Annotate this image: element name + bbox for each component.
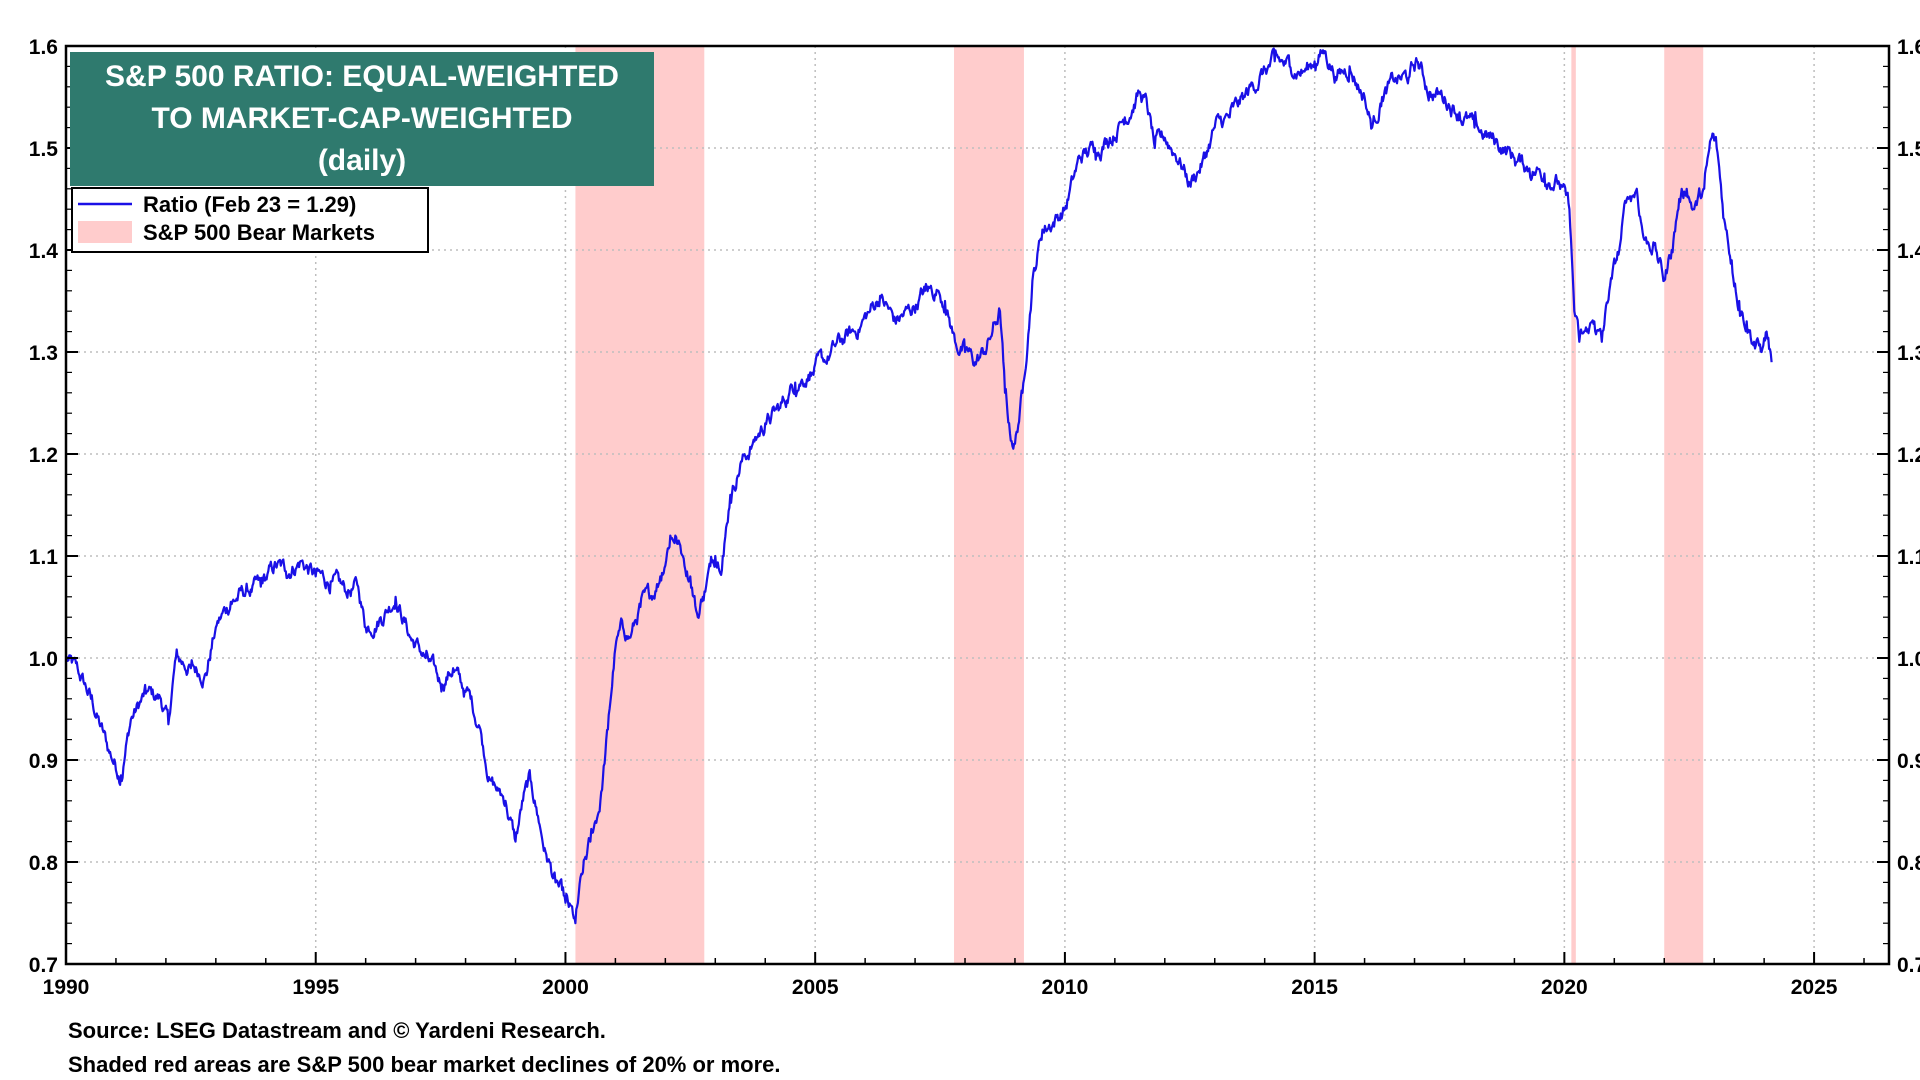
title-background: [70, 52, 654, 186]
y-tick-label-right: 1.4: [1897, 240, 1920, 263]
bear-market-band-4: [1664, 46, 1704, 964]
y-tick-label-left: 1.0: [29, 648, 58, 671]
x-tick-label: 2020: [1541, 976, 1588, 999]
series-group: [65, 47, 1773, 925]
axis-ticks: 1990 1995 2000 2005 2010 2015 2020 2025 0.7 0.7 0.…: [29, 36, 1920, 999]
y-tick-label-left: 1.3: [29, 342, 58, 365]
legend-bear-swatch: [78, 221, 132, 243]
y-tick-label-right: 1.1: [1897, 546, 1920, 569]
y-tick-label-right: 0.8: [1897, 852, 1920, 875]
x-tick-label: 1990: [43, 976, 90, 999]
y-tick-label-left: 1.4: [29, 240, 59, 263]
y-tick-label-left: 1.5: [29, 138, 59, 161]
y-tick-label-right: 0.7: [1897, 954, 1920, 977]
shading-note: Shaded red areas are S&P 500 bear market…: [68, 1052, 781, 1077]
plot-frame: [64, 44, 1891, 966]
chart-title-line-1: S&P 500 RATIO: EQUAL-WEIGHTED: [105, 60, 619, 93]
y-tick-label-right: 1.5: [1897, 138, 1920, 161]
legend: Ratio (Feb 23 = 1.29) S&P 500 Bear Marke…: [71, 187, 429, 253]
x-tick-label: 2005: [792, 976, 839, 999]
bear-market-shading: [575, 46, 1704, 964]
series-line-ratio: [65, 47, 1773, 925]
y-tick-label-left: 1.2: [29, 444, 58, 467]
legend-bear-label: S&P 500 Bear Markets: [143, 220, 375, 245]
y-tick-label-left: 0.9: [29, 750, 58, 773]
y-tick-label-left: 1.6: [29, 36, 58, 59]
bear-market-band-2: [954, 46, 1024, 964]
x-tick-label: 1995: [292, 976, 339, 999]
y-tick-label-right: 1.2: [1897, 444, 1920, 467]
bear-market-band-1: [575, 46, 705, 964]
chart-title-box: S&P 500 RATIO: EQUAL-WEIGHTED TO MARKET-…: [70, 52, 654, 186]
bear-market-band-3: [1571, 46, 1576, 964]
y-tick-label-right: 1.6: [1897, 36, 1920, 59]
y-tick-label-right: 1.0: [1897, 648, 1920, 671]
y-tick-label-left: 0.8: [29, 852, 59, 875]
x-tick-label: 2000: [542, 976, 589, 999]
x-tick-label: 2010: [1042, 976, 1089, 999]
y-tick-label-right: 1.3: [1897, 342, 1920, 365]
x-tick-label: 2015: [1291, 976, 1338, 999]
y-tick-label-left: 1.1: [29, 546, 59, 569]
grid-lines: [65, 46, 1889, 964]
x-tick-label: 2025: [1791, 976, 1838, 999]
source-note: Source: LSEG Datastream and © Yardeni Re…: [68, 1018, 606, 1043]
y-tick-label-left: 0.7: [29, 954, 58, 977]
chart-title-line-2: TO MARKET-CAP-WEIGHTED: [151, 102, 572, 135]
legend-series-label: Ratio (Feb 23 = 1.29): [143, 192, 356, 217]
chart-title-line-3: (daily): [318, 144, 406, 177]
y-tick-label-right: 0.9: [1897, 750, 1920, 773]
